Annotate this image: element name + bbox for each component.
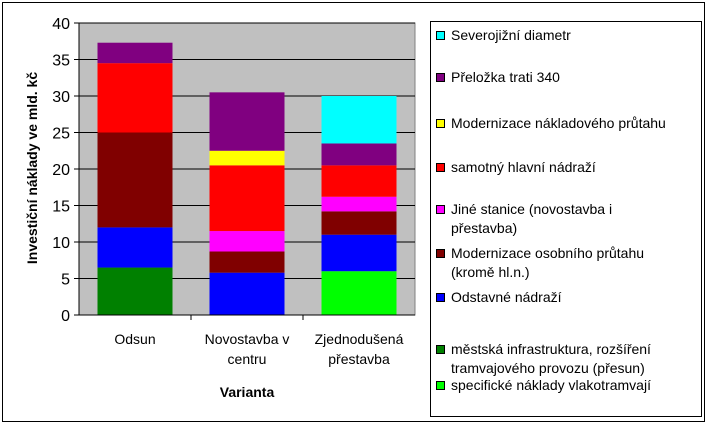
- y-tick-label: 5: [61, 272, 70, 289]
- bar-segment: [209, 165, 285, 232]
- x-tick-label: Novostavba v: [205, 331, 290, 347]
- x-tick-labels: Odsun Novostavba v centru Zjednodušená přest…: [114, 315, 404, 367]
- bar-segment: [209, 231, 285, 252]
- legend-label: Jiné stanice (novostavba i přestavba): [451, 200, 701, 238]
- legend-label-line: specifické náklady vlakotramvají: [451, 377, 651, 393]
- bar-segment: [321, 96, 397, 144]
- bar-segment: [97, 63, 173, 133]
- bars: [97, 42, 397, 315]
- legend-label-line: Jiné stanice (novostavba i: [451, 201, 613, 217]
- bar-segment: [321, 211, 397, 235]
- x-tick-label: centru: [228, 351, 267, 367]
- bar-segment: [321, 234, 397, 272]
- legend-label: Modernizace osobního průtahu (kromě hl.n.…: [451, 244, 701, 282]
- legend-label-line: Severojižní diametr: [451, 27, 571, 43]
- bar-segment: [209, 251, 285, 273]
- legend-swatch: [436, 73, 445, 82]
- bar-segment: [97, 267, 173, 315]
- x-axis-label: Varianta: [220, 384, 275, 400]
- x-tick-label: přestavba: [328, 351, 390, 367]
- legend-swatch: [436, 31, 445, 40]
- legend-label-line: samotný hlavní nádraží: [451, 159, 596, 175]
- legend-label: samotný hlavní nádraží: [451, 158, 701, 177]
- bar-segment: [97, 42, 173, 64]
- legend: Severojižní diametr Přeložka trati 340 Mod…: [430, 21, 702, 417]
- legend-label: Severojižní diametr: [451, 26, 701, 45]
- legend-label: Modernizace nákladového průtahu: [451, 114, 701, 133]
- legend-swatch: [436, 163, 445, 172]
- y-tick-label: 30: [52, 89, 70, 106]
- legend-label: Odstavné nádraží: [451, 288, 701, 307]
- bar-segment: [209, 150, 285, 166]
- legend-label-line: Modernizace nákladového průtahu: [451, 115, 666, 131]
- y-tick-label: 25: [52, 126, 70, 143]
- x-tick-label: Odsun: [114, 331, 155, 347]
- x-tick-label: Zjednodušená: [315, 331, 404, 347]
- legend-label-line: Modernizace osobního průtahu: [451, 245, 645, 261]
- legend-label: Přeložka trati 340: [451, 68, 701, 87]
- legend-label-line: tramvajového provozu (přesun): [451, 360, 645, 376]
- y-tick-label: 15: [52, 199, 70, 216]
- bar-segment: [321, 196, 397, 212]
- legend-label-line: Přeložka trati 340: [451, 69, 560, 85]
- bar-segment: [209, 272, 285, 315]
- legend-swatch: [436, 249, 445, 258]
- y-tick-label: 35: [52, 53, 70, 70]
- legend-label: městská infrastruktura, rozšíření tramvaj…: [451, 340, 701, 378]
- legend-swatch: [436, 205, 445, 214]
- y-tick-label: 10: [52, 235, 70, 252]
- y-tick-labels: 0 5 10 15 20 25 30 35 40: [52, 16, 79, 325]
- bar-segment: [321, 165, 397, 197]
- legend-label-line: Odstavné nádraží: [451, 289, 562, 305]
- y-tick-label: 40: [52, 16, 70, 33]
- bar-segment: [209, 92, 285, 151]
- bar-segment: [97, 132, 173, 228]
- legend-label-line: (kromě hl.n.): [451, 264, 530, 280]
- legend-label-line: městská infrastruktura, rozšíření: [451, 341, 651, 357]
- legend-swatch: [436, 293, 445, 302]
- bar-segment: [321, 271, 397, 315]
- y-axis-label: Investiční náklady ve mld. kč: [24, 72, 40, 264]
- bar-segment: [321, 143, 397, 166]
- legend-swatch: [436, 381, 445, 390]
- bar-segment: [97, 227, 173, 268]
- legend-swatch: [436, 345, 445, 354]
- legend-label: specifické náklady vlakotramvají: [451, 376, 701, 395]
- legend-swatch: [436, 119, 445, 128]
- y-tick-label: 0: [61, 308, 70, 325]
- legend-label-line: přestavba): [451, 220, 518, 236]
- y-tick-label: 20: [52, 162, 70, 179]
